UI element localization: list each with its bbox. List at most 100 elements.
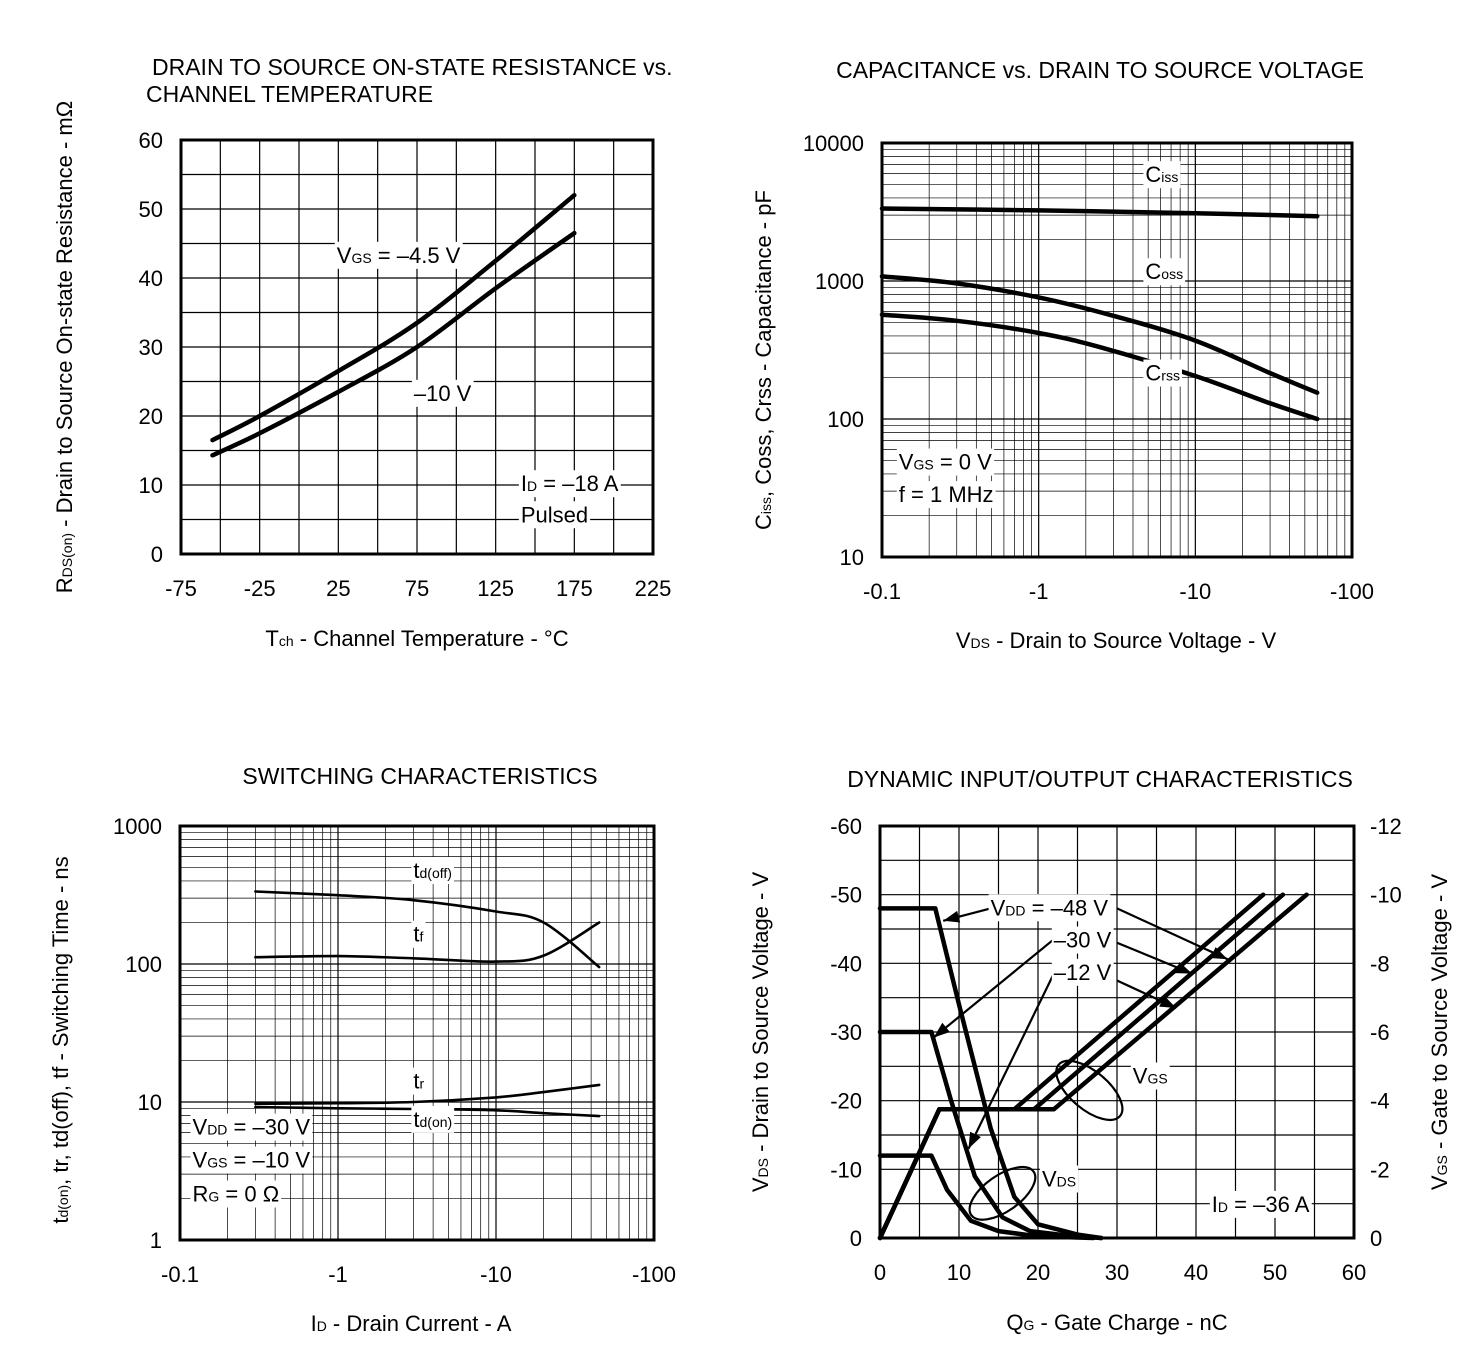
x-tick-label: -0.1	[161, 1262, 199, 1287]
chart-switching: td(off) tf tr td(on) VDD = –30 V VGS = –10 V R…	[48, 763, 676, 1336]
chart-title: SWITCHING CHARACTERISTICS	[242, 763, 597, 789]
y-tick-label: 20	[139, 404, 163, 429]
arrow-vdd12-vgs	[1116, 979, 1177, 1009]
chart-title: CHANNEL TEMPERATURE	[146, 81, 433, 107]
series-coss	[879, 274, 1320, 395]
leader-arrowhead	[968, 1131, 981, 1149]
annotation-bg	[1143, 258, 1186, 286]
annotation-vdd48: VDD = –48 V	[988, 894, 1111, 922]
arrow-vdd30-vds	[933, 938, 1055, 1039]
x-tick-label: 30	[1105, 1260, 1129, 1285]
annotation-bg	[190, 1146, 313, 1174]
y2-tick-label: -2	[1370, 1157, 1390, 1182]
y-axis-label: VDS - Drain to Source Voltage - V	[748, 872, 773, 1193]
x-tick-label: 20	[1026, 1260, 1050, 1285]
annotation-bg	[411, 379, 474, 407]
annotation-bg	[988, 894, 1111, 922]
annotation-tf: tf	[411, 920, 426, 948]
annotation-vgs: VGS = –10 V	[190, 1146, 313, 1174]
y-tick-label: 10000	[803, 131, 864, 156]
annotation-text: –30 V	[1054, 928, 1112, 953]
annotation-bg	[896, 448, 995, 476]
annotation-text: ID = –36 A	[1212, 1192, 1310, 1217]
y-tick-label: 0	[850, 1226, 862, 1251]
y2-tick-label: -12	[1370, 814, 1402, 839]
x-tick-label: -10	[1179, 579, 1211, 604]
y-tick-label: 1000	[815, 269, 864, 294]
series-vgs-48-v-	[877, 892, 1309, 1241]
y-axis-label: RDS(on) - Drain to Source On-state Resis…	[52, 101, 77, 593]
y-tick-label: 10	[139, 473, 163, 498]
annotation-bg	[1051, 958, 1114, 986]
annotation-tdoff: td(off)	[411, 856, 454, 884]
x-tick-label: -0.1	[863, 579, 901, 604]
series-td-off-	[254, 890, 601, 969]
x-tick-label: 0	[874, 1260, 886, 1285]
y2-tick-label: -6	[1370, 1020, 1390, 1045]
series-vdd-48-v	[877, 906, 1104, 1241]
leader-line	[1116, 907, 1229, 961]
y-tick-label: -30	[830, 1020, 862, 1045]
y-tick-label: -40	[830, 951, 862, 976]
plot-frame	[178, 824, 656, 1242]
annotation-bg	[411, 920, 426, 948]
leader-line	[967, 973, 1055, 1150]
annotation-tdon: td(on)	[411, 1105, 455, 1133]
annotation-bg	[1051, 926, 1114, 954]
y-tick-label: 1000	[113, 814, 162, 839]
annotation-ciss: Ciss	[1143, 161, 1181, 189]
annotation-text: td(off)	[413, 858, 452, 883]
annotation-bg	[896, 481, 996, 509]
annotation-text: VGS = –4.5 V	[337, 243, 461, 268]
annotation-vgslabel: VGS	[1130, 1062, 1170, 1090]
y-axis-label: Ciss, Coss, Crss - Capacitance - pF	[751, 190, 776, 530]
y2-tick-label: -4	[1370, 1089, 1390, 1114]
chart-title: DYNAMIC INPUT/OUTPUT CHARACTERISTICS	[847, 766, 1353, 792]
x-axis-label: ID - Drain Current - A	[311, 1311, 512, 1336]
y-tick-label: 100	[827, 407, 864, 432]
annotation-tr: tr	[411, 1067, 427, 1095]
arrow-vdd30-vgs	[1116, 941, 1193, 975]
annotation-text: –10 V	[414, 381, 472, 406]
y-tick-label: -20	[830, 1089, 862, 1114]
leader-line	[933, 938, 1055, 1039]
x-axis-label: QG - Gate Charge - nC	[1006, 1310, 1227, 1335]
plot-frame	[878, 824, 1356, 1240]
y-tick-label: -60	[830, 814, 862, 839]
leader-arrowhead	[943, 910, 961, 923]
annotation-text: VGS = 0 V	[899, 450, 992, 475]
annotation-text: VGS	[1133, 1064, 1168, 1089]
x-tick-label: -10	[480, 1262, 512, 1287]
annotation-vgs10: –10 V	[411, 379, 474, 407]
leader-arrowhead	[933, 1022, 950, 1038]
group-markers	[968, 1059, 1124, 1221]
chart-capacitance: Ciss Coss Crss VGS = 0 V f = 1 MHz -0.1 -1 -10 -…	[751, 57, 1374, 653]
annotation-bg	[190, 1113, 313, 1141]
annotation-text: VDS	[1042, 1167, 1076, 1192]
annotation-bg	[411, 1105, 455, 1133]
annotation-crss: Crss	[1143, 359, 1182, 387]
annotation-text: Coss	[1145, 259, 1183, 284]
x-tick-label: -1	[1029, 579, 1049, 604]
x-tick-label: 75	[405, 576, 429, 601]
y-tick-label: 100	[125, 952, 162, 977]
x-tick-label: 60	[1342, 1260, 1366, 1285]
annotation-text: Pulsed	[521, 502, 588, 527]
annotation-bg	[411, 1067, 427, 1095]
y2-tick-label: -8	[1370, 951, 1390, 976]
x-axis-label: VDS - Drain to Source Voltage - V	[956, 628, 1277, 653]
series-crss	[879, 312, 1320, 422]
arrow-vdd48-vgs	[1116, 907, 1229, 961]
annotation-vdd12: –12 V	[1051, 958, 1114, 986]
y-tick-label: 1	[150, 1228, 162, 1253]
chart-title: CAPACITANCE vs. DRAIN TO SOURCE VOLTAGE	[836, 57, 1364, 83]
annotation-id: ID = –36 A	[1209, 1190, 1312, 1218]
annotation-vdd: VDD = –30 V	[190, 1113, 313, 1141]
annotation-bg	[334, 241, 463, 269]
grid	[179, 826, 654, 1241]
annotation-text: VDD = –30 V	[193, 1115, 311, 1140]
arrow-vdd12-vds	[967, 973, 1055, 1150]
annotation-text: –12 V	[1054, 960, 1112, 985]
x-tick-label: 50	[1263, 1260, 1287, 1285]
